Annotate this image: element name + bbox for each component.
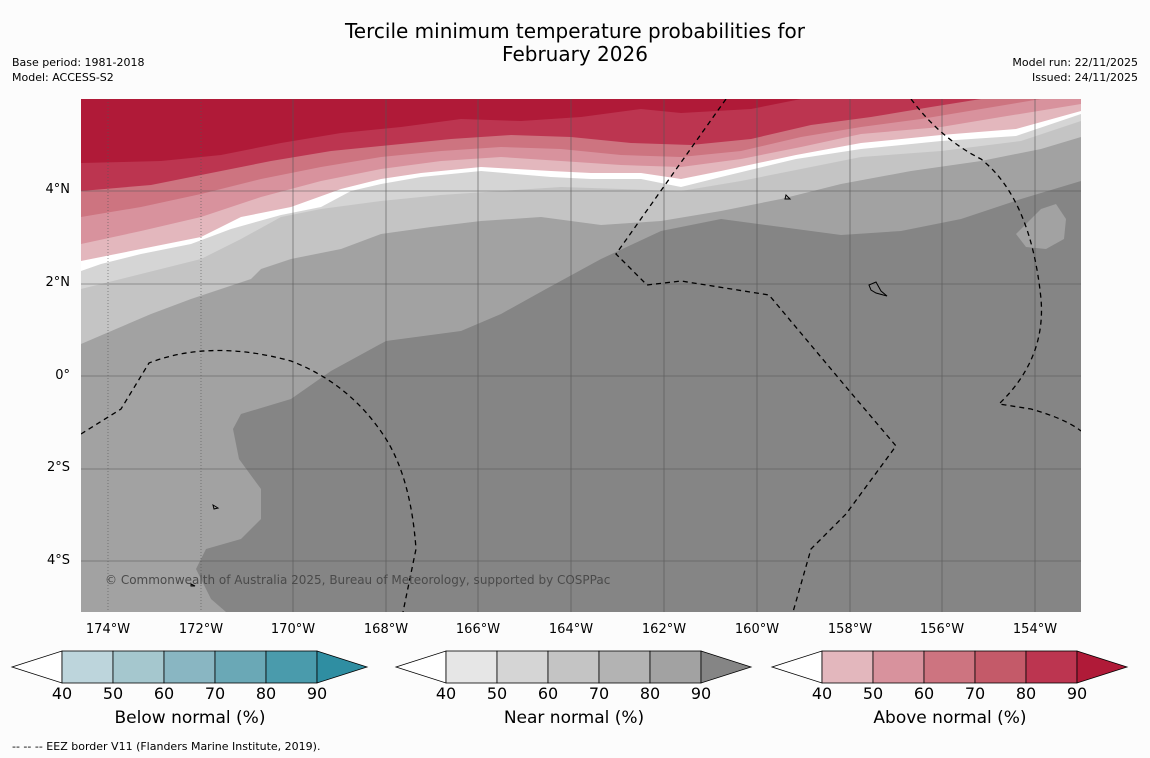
lon-label-158w: 158°W [827, 622, 873, 637]
colorbar-tick-label: 60 [537, 684, 559, 703]
map-title-line1: Tercile minimum temperature probabilitie… [344, 19, 806, 43]
colorbar-tick-label: 80 [255, 684, 277, 703]
colorbar-title-near: Near normal (%) [503, 708, 645, 728]
colorbar-segment [923, 650, 976, 684]
model-text: Model: ACCESS-S2 [12, 71, 114, 84]
colorbar-extend-low [394, 650, 447, 684]
right-meta: Model run: 22/11/2025 Issued: 24/11/2025 [1012, 55, 1138, 85]
copyright-credit: © Commonwealth of Australia 2025, Bureau… [105, 573, 611, 587]
colorbar-tick-label: 90 [690, 684, 712, 703]
above-normal-90-area [81, 99, 801, 163]
lat-label-4s: 4°S [46, 553, 70, 568]
colorbar-above-normal [770, 650, 1129, 684]
colorbar-tick-label: 80 [639, 684, 661, 703]
colorbar-tick-label: 90 [306, 684, 328, 703]
colorbar-tick-label: 50 [486, 684, 508, 703]
colorbar-tick-label: 50 [102, 684, 124, 703]
island-patch [1016, 204, 1066, 249]
eez-footer-note: -- -- -- EEZ border V11 (Flanders Marine… [12, 740, 321, 753]
colorbar-tick-label: 70 [588, 684, 610, 703]
colorbar-title-below: Below normal (%) [114, 708, 266, 728]
lon-label-164w: 164°W [548, 622, 594, 637]
lon-label-166w: 166°W [455, 622, 501, 637]
colorbar-tick-label: 70 [204, 684, 226, 703]
colorbar-segment [547, 650, 600, 684]
lat-label-2n: 2°N [45, 275, 71, 290]
colorbar-segment [445, 650, 498, 684]
colorbar-tick-label: 50 [862, 684, 884, 703]
colorbar-segment [61, 650, 114, 684]
gridlines [81, 99, 1081, 612]
colorbar-segment [598, 650, 651, 684]
lon-label-160w: 160°W [734, 622, 780, 637]
colorbar-extend-high [316, 650, 369, 684]
colorbar-tick-label: 60 [153, 684, 175, 703]
colorbar-segment [821, 650, 874, 684]
colorbar-tick-label: 40 [51, 684, 73, 703]
lat-label-4n: 4°N [45, 182, 71, 197]
colorbar-segment [872, 650, 925, 684]
lon-label-170w: 170°W [270, 622, 316, 637]
colorbar-below-normal [10, 650, 369, 684]
colorbar-tick-label: 70 [964, 684, 986, 703]
lon-label-168w: 168°W [363, 622, 409, 637]
lat-label-0: 0° [55, 368, 70, 383]
colorbar-segment [112, 650, 165, 684]
probability-map [81, 99, 1081, 612]
colorbar-segment [163, 650, 216, 684]
colorbar-tick-label: 80 [1015, 684, 1037, 703]
lon-label-162w: 162°W [641, 622, 687, 637]
colorbar-tick-label: 40 [811, 684, 833, 703]
lat-label-2s: 2°S [46, 460, 70, 475]
colorbar-extend-low [770, 650, 823, 684]
map-svg [81, 99, 1081, 612]
colorbar-segment [265, 650, 318, 684]
eez-borders [81, 99, 1081, 612]
near-normal-80-patch [81, 604, 111, 612]
map-title-line2: February 2026 [502, 42, 648, 66]
base-period-text: Base period: 1981-2018 [12, 56, 145, 69]
colorbar-segment [974, 650, 1027, 684]
colorbar-extend-high [1076, 650, 1129, 684]
left-meta: Base period: 1981-2018 Model: ACCESS-S2 [12, 55, 144, 85]
issued-text: Issued: 24/11/2025 [1031, 71, 1138, 84]
colorbar-extend-low [10, 650, 63, 684]
colorbar-title-above: Above normal (%) [873, 708, 1027, 728]
island-outlines [190, 194, 888, 587]
colorbar-tick-label: 90 [1066, 684, 1088, 703]
lon-label-174w: 174°W [85, 622, 131, 637]
lon-label-154w: 154°W [1012, 622, 1058, 637]
model-run-text: Model run: 22/11/2025 [1012, 56, 1138, 69]
colorbar-extend-high [700, 650, 753, 684]
lon-label-172w: 172°W [178, 622, 224, 637]
colorbar-tick-label: 40 [435, 684, 457, 703]
colorbar-segment [496, 650, 549, 684]
colorbar-segment [214, 650, 267, 684]
lon-label-156w: 156°W [919, 622, 965, 637]
colorbar-segment [1025, 650, 1078, 684]
colorbar-near-normal [394, 650, 753, 684]
colorbar-tick-label: 60 [913, 684, 935, 703]
colorbar-segment [649, 650, 702, 684]
